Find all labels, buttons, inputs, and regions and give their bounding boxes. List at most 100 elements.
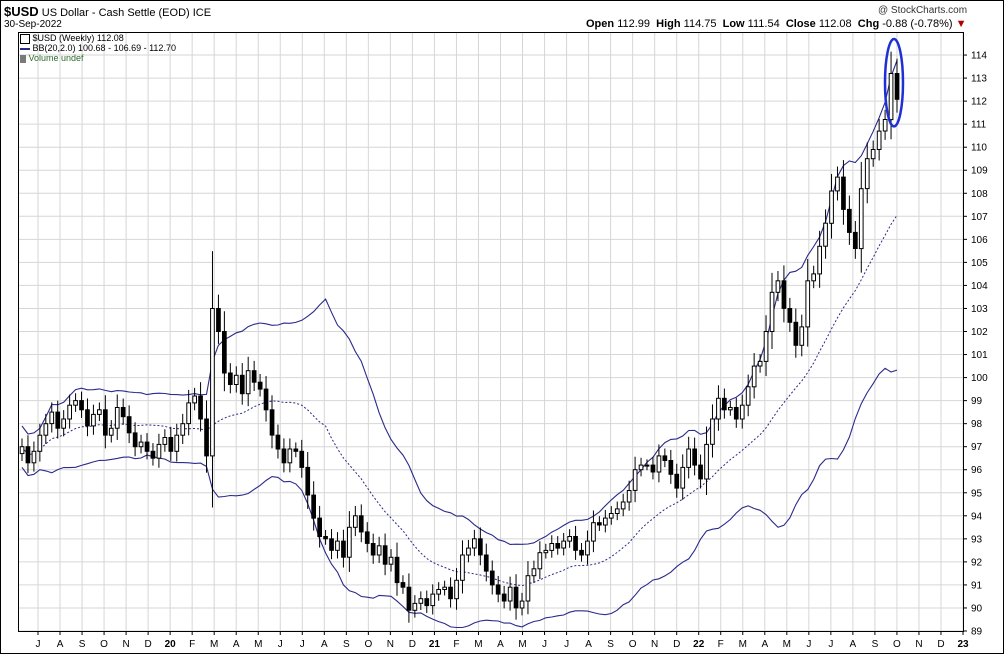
candle-body [549,543,555,551]
legend-price: $USD (Weekly) 112.08 [20,33,124,44]
y-tick-label: 103 [971,304,988,315]
candle-body [394,556,400,584]
x-tick-label: O [364,639,372,650]
x-tick-label: O [100,639,108,650]
candle-body [567,536,572,542]
x-tick-label: 20 [165,639,177,650]
candle-body [138,441,144,448]
candle-body [579,549,584,556]
x-tick-label: D [673,639,680,650]
candle-body [114,407,120,429]
x-tick-label: A [321,639,328,650]
x-tick-label: F [189,639,195,650]
x-tick-label: J [300,639,305,650]
candle-body [680,466,686,489]
candle-body [489,570,495,586]
x-tick-label: O [629,639,637,650]
candle-body [537,552,543,570]
candle-body [347,526,352,558]
candle-body [281,448,287,464]
close-value: 112.08 [818,18,852,30]
candle-body [144,441,150,452]
candle-body [811,273,816,282]
chg-down-icon: ▼ [955,18,967,30]
candle-body [150,450,156,459]
x-tick-label: A [233,639,240,650]
candle-body [847,208,852,233]
volume-legend-icon [20,54,26,63]
candle-body [739,404,745,420]
candle-body [210,308,215,457]
candle-body [710,418,715,445]
candle-body [757,360,763,367]
legend-bb: BB(20,2.0) 100.68 - 106.69 - 112.70 [20,43,176,53]
candle-body [192,395,198,404]
y-tick-label: 97 [971,442,983,453]
open-label: Open [586,18,615,30]
x-tick-label: N [915,639,922,650]
close-label: Close [785,18,816,30]
bb-upper-band [21,60,898,545]
candle-body [364,531,370,544]
candle-body [817,245,822,275]
candle-body [483,554,489,572]
y-tick-label: 90 [971,603,983,614]
candle-body [299,450,305,468]
x-tick-label: M [739,639,747,650]
y-tick-label: 100 [971,373,988,384]
y-tick-label: 94 [971,511,983,522]
chart-date: 30-Sep-2022 [4,19,62,30]
candle-body [608,513,614,519]
candle-body [412,602,418,611]
exchange: ICE [192,7,212,19]
x-tick-label: J [542,639,547,650]
candle-body [650,464,656,473]
y-tick-label: 104 [971,281,988,292]
high-label: High [656,18,681,30]
candle-body [733,407,739,420]
x-tick-label: S [872,639,879,650]
candle-body [751,365,757,388]
highlight-ellipse [883,37,905,128]
y-tick-label: 106 [971,235,988,246]
candle-body [632,469,638,491]
bb-middle-band [21,215,898,587]
candle-body [323,536,328,540]
candle-body [418,598,424,604]
candle-body [870,149,876,160]
candle-body [257,381,263,390]
candle-body [823,222,828,247]
x-tick-label: A [585,639,592,650]
candle-body [525,575,531,602]
bb-legend-icon [20,47,30,50]
x-tick-label: F [718,639,724,650]
candle-body [168,437,174,452]
x-tick-label: J [564,639,569,650]
x-tick-label: A [850,639,857,650]
candle-body [829,190,834,224]
candle-body [61,418,66,429]
candle-body [573,536,578,551]
candle-body [472,538,477,549]
candle-body [674,473,680,489]
x-tick-label: 21 [429,639,441,650]
candle-body [388,556,394,565]
candle-body [424,598,430,607]
candle-body [91,413,96,427]
candle-body [370,543,376,556]
high-value: 114.75 [683,18,717,30]
candle-body [222,331,227,374]
candle-body [335,540,340,551]
candle-body [888,73,894,121]
candle-body [656,455,662,473]
candle-body [894,73,900,100]
candle-body [73,400,78,406]
y-tick-label: 109 [971,166,988,177]
candle-body [317,517,322,537]
candle-body [341,540,346,558]
candle-body [531,568,537,577]
candle-body [311,494,316,519]
x-tick-label: 23 [957,639,969,650]
x-tick-label: S [79,639,86,650]
candle-body [287,448,293,464]
